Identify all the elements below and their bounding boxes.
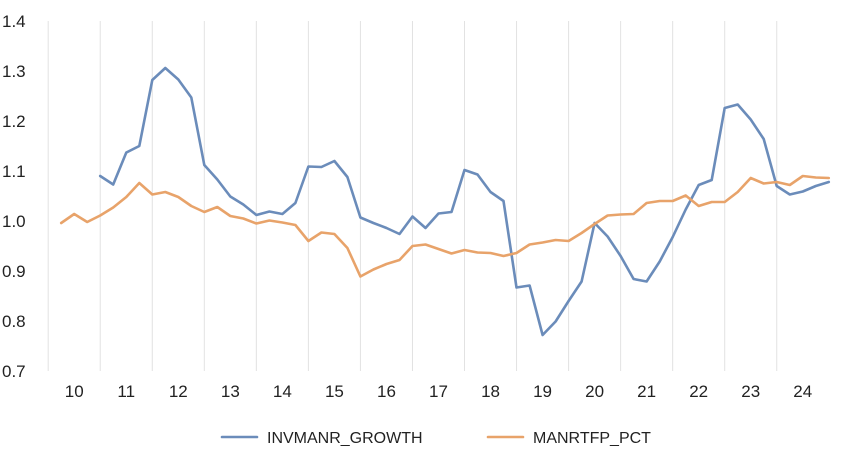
y-tick-label-1-1: 1.1 [2, 162, 26, 181]
series-line-invmanr-growth [98, 66, 831, 337]
x-tick-label-11: 11 [117, 382, 135, 401]
x-axis-tick-labels: 10 11 12 13 14 15 16 17 18 19 20 21 22 23 24 [65, 382, 812, 401]
gridlines [47, 21, 778, 371]
y-tick-label-0-8: 0.8 [2, 312, 26, 331]
y-tick-label-0-7: 0.7 [2, 362, 26, 381]
x-tick-label-18: 18 [481, 382, 500, 401]
legend: INVMANR_GROWTH MANRTFP_PCT [220, 430, 651, 447]
x-tick-label-10: 10 [65, 382, 84, 401]
legend-label-invmanr-growth: INVMANR_GROWTH [267, 430, 423, 447]
x-tick-label-20: 20 [585, 382, 604, 401]
y-tick-label-1-3: 1.3 [2, 62, 26, 81]
x-tick-label-15: 15 [325, 382, 344, 401]
x-tick-label-13: 13 [221, 382, 240, 401]
y-tick-label-1-4: 1.4 [2, 12, 26, 31]
x-tick-label-12: 12 [169, 382, 188, 401]
x-tick-label-19: 19 [533, 382, 552, 401]
y-tick-label-1-0: 1.0 [2, 212, 26, 231]
x-tick-label-23: 23 [741, 382, 760, 401]
y-tick-label-0-9: 0.9 [2, 262, 26, 281]
x-tick-label-22: 22 [689, 382, 708, 401]
y-tick-label-1-2: 1.2 [2, 112, 26, 131]
x-tick-label-14: 14 [273, 382, 292, 401]
series-lines [59, 66, 831, 337]
x-tick-label-21: 21 [637, 382, 656, 401]
series-line-manrtfp-pct [59, 174, 831, 278]
x-tick-label-17: 17 [429, 382, 448, 401]
x-tick-label-16: 16 [377, 382, 396, 401]
legend-label-manrtfp-pct: MANRTFP_PCT [533, 430, 651, 447]
y-axis-tick-labels: 1.4 1.3 1.2 1.1 1.0 0.9 0.8 0.7 [2, 12, 26, 381]
x-tick-label-24: 24 [793, 382, 812, 401]
